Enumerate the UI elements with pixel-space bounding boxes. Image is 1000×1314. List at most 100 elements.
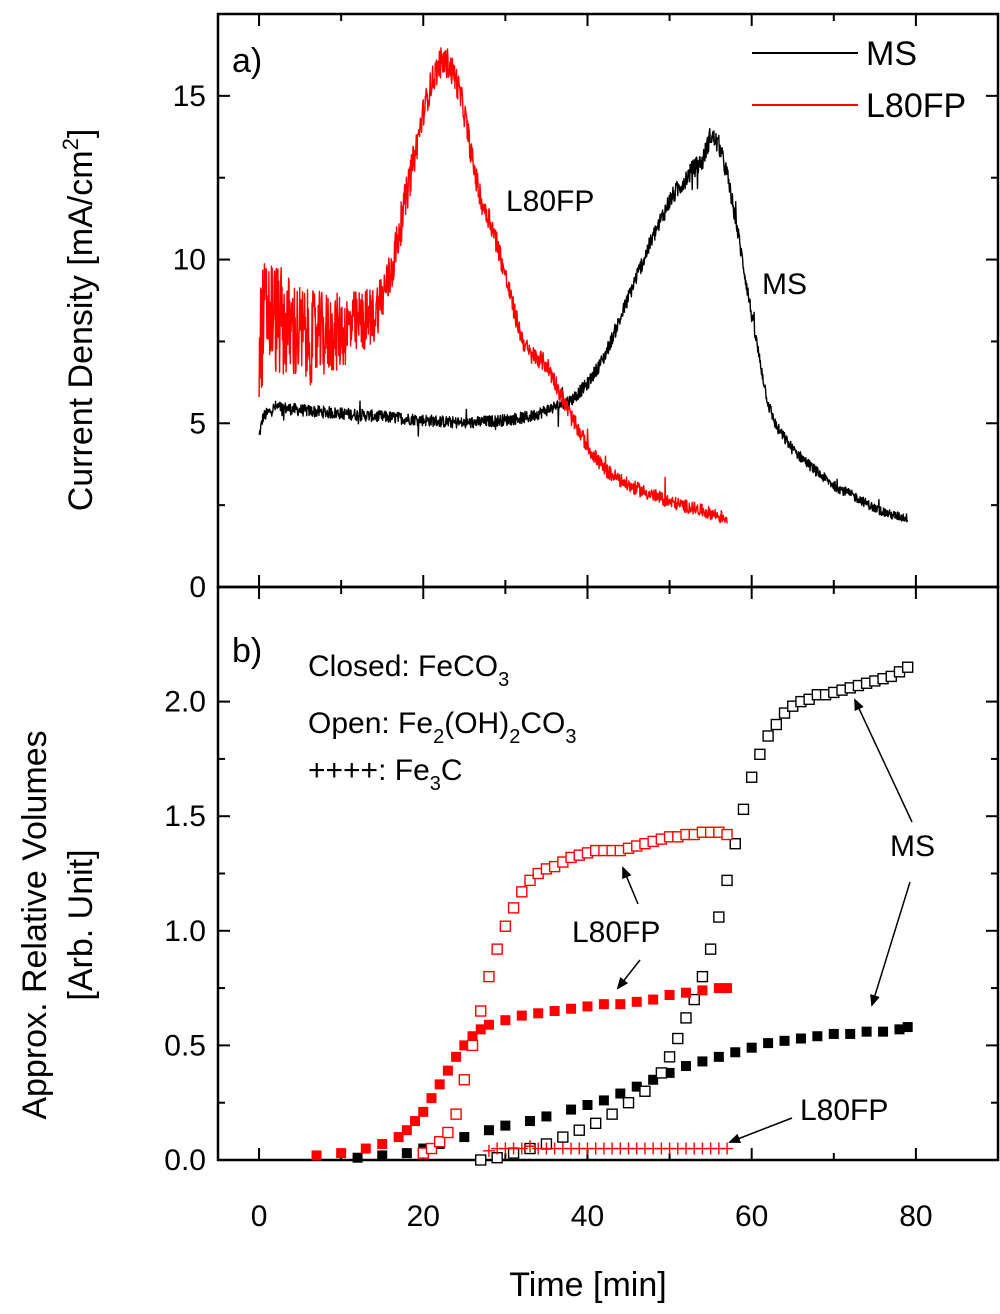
annotation-ms: MS [762, 268, 807, 301]
data-point [681, 987, 691, 998]
y-tick-label: 1.0 [164, 915, 206, 948]
annotation-ms-b: MS [890, 830, 935, 863]
data-point [500, 1120, 511, 1131]
y-tick-label: 1.5 [164, 800, 206, 833]
arrow-l80fp-closed [616, 959, 641, 990]
data-point [697, 985, 708, 996]
legend-l80fp-label: L80FP [866, 87, 966, 125]
y-tick-label: 15 [173, 80, 206, 113]
data-point [418, 1106, 429, 1117]
data-point [433, 1135, 446, 1148]
data-point [459, 1132, 470, 1143]
data-point [515, 1142, 528, 1155]
data-point [770, 718, 783, 731]
data-point [459, 1040, 470, 1051]
data-point [482, 1144, 495, 1157]
data-point [483, 1019, 494, 1030]
data-point [360, 1143, 371, 1154]
data-point [648, 1074, 659, 1085]
x-tick-label: 20 [407, 1200, 440, 1233]
note-plus: ++++: Fe3C [308, 754, 463, 795]
marker-legend-note: Closed: FeCO3 Open: Fe2(OH)2CO3 ++++: Fe… [308, 650, 576, 795]
data-point [615, 1088, 626, 1099]
x-tick-label: 60 [735, 1200, 768, 1233]
series-4 [482, 1140, 734, 1157]
data-point [425, 1142, 438, 1155]
data-point [762, 730, 774, 742]
y-tick-label: 0.0 [164, 1144, 206, 1177]
data-point [467, 1031, 478, 1042]
data-point [483, 970, 495, 983]
data-point [491, 943, 503, 955]
data-point [589, 1117, 602, 1130]
y-tick-label: 0.5 [164, 1029, 206, 1062]
data-point [639, 1085, 651, 1097]
data-point [754, 748, 766, 761]
data-point [557, 1131, 569, 1143]
panel-b-ticks: 0.0 0.5 1.0 1.5 2.0 0 20 40 60 80 [164, 587, 999, 1233]
data-point [812, 1031, 823, 1042]
data-point [451, 1051, 462, 1062]
panel-a: 0 5 10 15 a) MS L80FP L80FP MS Current Dens… [58, 12, 1000, 604]
data-point [549, 1006, 560, 1017]
data-point [311, 1150, 322, 1161]
data-point [598, 1095, 609, 1106]
data-point [541, 1111, 552, 1122]
data-point [566, 1104, 577, 1115]
data-point [499, 920, 512, 932]
data-point [426, 1093, 437, 1104]
data-point [681, 1061, 691, 1072]
annotation-l80fp-b: L80FP [572, 916, 660, 949]
data-point [352, 1152, 363, 1163]
annotation-l80fp: L80FP [506, 185, 594, 218]
data-point [730, 1047, 741, 1058]
data-point [648, 994, 659, 1005]
data-point [622, 1096, 635, 1109]
data-point [901, 661, 914, 673]
data-point [721, 1142, 734, 1155]
panel-a-series [258, 47, 909, 524]
data-point [524, 1140, 536, 1153]
data-point [377, 1150, 388, 1161]
data-point [516, 1010, 527, 1021]
data-point [507, 902, 520, 914]
data-point [582, 1099, 593, 1110]
y-tick-label: 0 [189, 571, 206, 604]
data-point [377, 1138, 388, 1149]
y-tick-label: 2.0 [164, 686, 206, 719]
data-point [828, 1028, 839, 1039]
data-point [795, 1033, 806, 1044]
data-point [434, 1079, 445, 1090]
panel-a-label: a) [232, 42, 262, 80]
legend-ms-label: MS [866, 35, 917, 73]
data-point [442, 1126, 454, 1139]
data-point [475, 1154, 487, 1166]
data-point [442, 1065, 453, 1076]
data-point [450, 1108, 462, 1120]
series-line-ms [258, 127, 909, 523]
data-point [729, 838, 741, 850]
data-point [722, 983, 733, 994]
note-open: Open: Fe2(OH)2CO3 [308, 707, 576, 748]
data-point [631, 996, 642, 1007]
data-point [878, 1026, 889, 1037]
panel-a-ylabel: Current Density [mA/cm2] [58, 129, 100, 512]
x-tick-label: 40 [571, 1200, 604, 1233]
data-point [525, 1116, 535, 1127]
data-point [393, 1132, 404, 1143]
data-point [631, 1081, 642, 1092]
data-point [721, 828, 733, 841]
data-point [655, 1067, 668, 1079]
series-2 [311, 983, 733, 1161]
x-tick-label: 80 [899, 1200, 932, 1233]
data-point [778, 707, 791, 719]
data-point [410, 1116, 421, 1127]
data-point [401, 1148, 412, 1159]
data-point [524, 874, 536, 887]
data-point [582, 1001, 593, 1012]
data-point [763, 1038, 774, 1049]
panel-b-series [311, 661, 914, 1166]
data-point [598, 999, 609, 1010]
data-point [680, 1012, 692, 1024]
